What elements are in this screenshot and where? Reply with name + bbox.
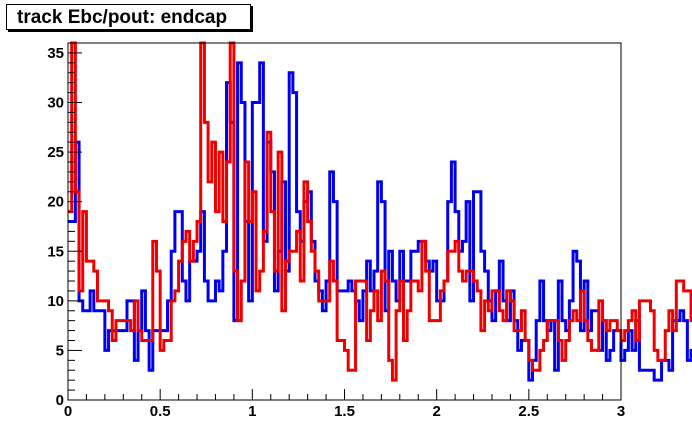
series-1-line bbox=[68, 61, 692, 382]
y-tick-label: 30 bbox=[47, 95, 64, 112]
x-tick-label: 3 bbox=[617, 403, 625, 420]
x-tick-label: 0.5 bbox=[150, 403, 171, 420]
x-tick-label: 1.5 bbox=[334, 403, 355, 420]
y-tick-label: 10 bbox=[47, 293, 64, 310]
y-tick-label: 15 bbox=[47, 243, 64, 260]
y-tick-label: 20 bbox=[47, 194, 64, 211]
x-tick-label: 2 bbox=[432, 403, 440, 420]
series-layer bbox=[68, 41, 692, 382]
series-2-line bbox=[68, 41, 692, 382]
chart-title-box: track Ebc/pout: endcap bbox=[6, 4, 251, 30]
y-tick-label: 0 bbox=[56, 392, 64, 409]
y-tick-label: 35 bbox=[47, 45, 64, 62]
y-tick-label: 25 bbox=[47, 144, 64, 161]
x-tick-label: 2.5 bbox=[518, 403, 539, 420]
chart-title: track Ebc/pout: endcap bbox=[17, 7, 228, 28]
x-tick-label: 0 bbox=[64, 403, 72, 420]
y-tick-label: 5 bbox=[56, 342, 64, 359]
x-tick-label: 1 bbox=[248, 403, 256, 420]
